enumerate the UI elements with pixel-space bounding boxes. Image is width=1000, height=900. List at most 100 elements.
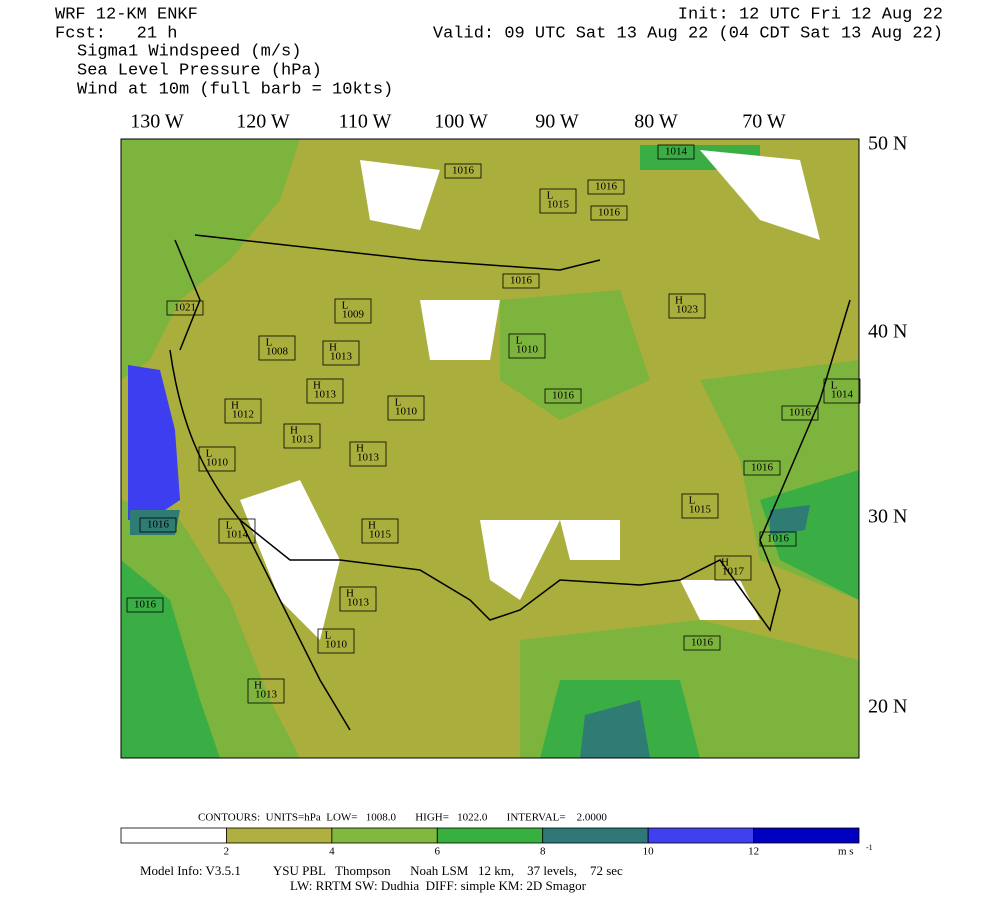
label-box: [339, 586, 377, 612]
pressure-value: 1016: [751, 462, 774, 474]
label-box: [444, 163, 482, 179]
label-box: [823, 378, 861, 404]
pressure-center: L: [395, 397, 402, 409]
pressure-center: L: [516, 335, 523, 347]
pressure-value: 1013: [314, 389, 337, 401]
pressure-center: H: [254, 680, 262, 692]
pressure-center: H: [346, 588, 354, 600]
pressure-value: 1013: [347, 597, 370, 609]
pressure-value: 1016: [789, 407, 812, 419]
colorbar-label: 8: [540, 846, 546, 858]
label-box: [502, 273, 540, 289]
coastline: [239, 519, 351, 731]
label-box: [714, 555, 752, 581]
colorbar-unit: m s: [838, 846, 854, 858]
longitude-label: 80 W: [634, 111, 678, 133]
label-box: [247, 678, 285, 704]
label-box: [317, 628, 355, 654]
label-box: [668, 293, 706, 319]
model-info: Model Info: V3.5.1 YSU PBL Thompson Noah…: [140, 863, 623, 878]
label-box: [544, 388, 582, 404]
label-box: [683, 635, 721, 651]
pressure-value: 1012: [232, 409, 254, 421]
wind-region: [770, 505, 810, 535]
pressure-value: 1023: [676, 304, 699, 316]
pressure-center: L: [689, 495, 696, 507]
colorbar-label: 6: [435, 846, 441, 858]
longitude-label: 100 W: [434, 111, 488, 133]
wind-region: [580, 700, 650, 758]
calm-region: [560, 520, 620, 560]
label-box: [218, 518, 256, 544]
calm-region: [700, 150, 820, 240]
colorbar-label: 2: [224, 846, 230, 858]
pressure-center: H: [290, 425, 298, 437]
label-box: [258, 335, 296, 361]
coastline: [174, 239, 201, 351]
latitude-label: 50 N: [868, 133, 907, 155]
calm-region: [360, 160, 440, 230]
init-time: Init: 12 UTC Fri 12 Aug 22: [678, 5, 943, 24]
field-label: Wind at 10m (full barb = 10kts): [77, 80, 393, 99]
label-box: [283, 423, 321, 449]
pressure-value: 1013: [357, 452, 380, 464]
wind-region: [121, 139, 300, 380]
pressure-center: L: [206, 448, 213, 460]
pressure-value: 1014: [831, 389, 854, 401]
colorbar-segment: [436, 827, 544, 844]
label-box: [587, 179, 625, 195]
label-box: [387, 395, 425, 421]
pressure-center: H: [313, 380, 321, 392]
colorbar-segment: [753, 827, 860, 844]
label-box: [759, 531, 797, 547]
colorbar-segment: [542, 827, 649, 844]
calm-region: [680, 580, 760, 620]
pressure-center: L: [547, 190, 554, 202]
wind-region: [760, 470, 859, 600]
pressure-value: 1016: [134, 599, 157, 611]
wind-region: [121, 560, 220, 758]
pressure-value: 1016: [595, 181, 618, 193]
pressure-value: 1013: [255, 689, 278, 701]
label-box: [657, 144, 695, 160]
border: [194, 234, 601, 271]
forecast-hour: Fcst: 21 h: [55, 24, 177, 43]
longitude-label: 110 W: [339, 111, 392, 133]
pressure-center: H: [231, 400, 239, 412]
label-box: [743, 460, 781, 476]
pressure-value: 1015: [689, 504, 712, 516]
label-box: [224, 398, 262, 424]
pressure-value: 1015: [369, 529, 392, 541]
wind-region: [130, 510, 180, 535]
pressure-value: 1016: [598, 207, 621, 219]
latitude-label: 20 N: [868, 696, 907, 718]
colorbar-segment: [226, 827, 333, 844]
borders: [169, 234, 851, 731]
colorbar-label: 10: [643, 846, 655, 858]
pressure-value: 1013: [330, 351, 353, 363]
pressure-value: 1016: [452, 165, 475, 177]
label-box: [322, 340, 360, 366]
label-box: [361, 518, 399, 544]
pressure-center: H: [675, 295, 683, 307]
label-box: [349, 441, 387, 467]
label-box: [781, 405, 819, 421]
label-box: [166, 300, 204, 316]
label-box: [590, 205, 628, 221]
valid-time: Valid: 09 UTC Sat 13 Aug 22 (04 CDT Sat …: [433, 24, 943, 43]
pressure-value: 1009: [342, 309, 365, 321]
latitude-label: 30 N: [868, 506, 907, 528]
map: [120, 138, 860, 759]
colorbar-label: 4: [329, 846, 335, 858]
pressure-value: 1014: [226, 529, 249, 541]
pressure-center: L: [266, 337, 273, 349]
pressure-center: L: [342, 300, 349, 312]
label-box: [334, 298, 372, 324]
pressure-value: 1010: [516, 344, 539, 356]
latitude-label: 40 N: [868, 321, 907, 343]
label-box: [126, 597, 164, 613]
pressure-value: 1015: [547, 199, 570, 211]
pressure-value: 1016: [767, 533, 790, 545]
